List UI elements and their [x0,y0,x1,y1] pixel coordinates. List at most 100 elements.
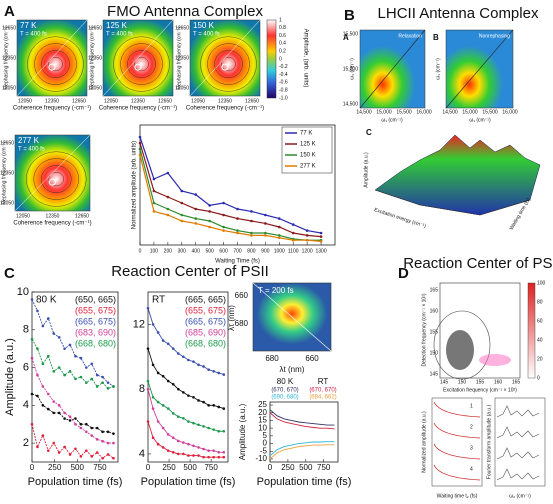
y-tick: 12350 [2,55,16,61]
x-tick-label: 250 [162,463,176,472]
point [161,339,165,342]
point [90,362,94,366]
point [264,222,267,225]
x-tick-label: 500 [183,463,197,472]
ft-trace [496,426,540,439]
trace [433,464,481,481]
point [180,201,184,205]
point [187,442,190,446]
point [264,213,267,217]
point [112,432,115,435]
x-tick: 15,000 [462,109,478,115]
point [166,433,170,436]
point [305,229,309,232]
y-label: Fourier transform amplitude (a.u.) [486,404,492,479]
y-tick-label: 10 [17,286,29,298]
point [63,445,66,449]
point [212,449,215,452]
x-tick: 16,000 [416,109,432,115]
x-tick: 12350 [45,98,59,104]
peak-marker [49,178,56,186]
point [68,343,72,347]
x-tick-label: 1100 [288,248,299,254]
point [192,454,195,457]
point [85,430,88,434]
point [166,449,170,452]
point [156,442,160,446]
point [192,360,195,363]
point [85,449,88,452]
y-tick: 12050 [0,200,14,206]
x-tick-label: 750 [317,463,331,472]
point [250,231,253,235]
point [222,213,225,217]
series-line [139,136,322,234]
y-tick: 155 [430,329,439,335]
diagonal [445,29,514,109]
point [187,358,190,362]
y-tick: 15,500 [343,31,359,37]
map-time: T = 200 fs [258,286,294,295]
x-label: Coherence frequency (-cm⁻¹) [99,106,177,112]
trace [433,422,481,439]
y-label: Normalized amplitude (a.u.) [421,411,427,473]
y-label: Rephasing frequency (cm⁻¹) [176,26,182,89]
point [194,193,198,196]
colorbar-tick: -0.8 [279,88,288,94]
y-tick: 14,500 [343,101,359,107]
point [236,229,239,232]
contour [41,50,70,78]
y-tick-label: -5 [260,446,268,455]
time: T = 400 fs [20,32,47,38]
point [57,411,61,415]
x-tick-label: 0 [30,463,35,472]
y-tick: 12350 [175,55,189,61]
legend-label: 277 K [300,164,316,170]
point [106,453,110,456]
y-label: Amplitude (a.u.) [4,338,16,416]
legend-label: (683, 690) [75,327,116,337]
point [74,447,77,451]
colorbar-tick: -1.0 [279,95,288,101]
x-label: ω₂ (cm⁻¹) [509,493,531,499]
y-tick: 12050 [2,85,16,91]
contour [134,57,149,72]
contour [41,165,72,193]
point [291,231,295,235]
y-tick-label: 10 [258,423,267,432]
point [152,210,156,213]
legend-label: (665, 665) [185,294,226,304]
series-line [31,338,114,389]
point [95,373,99,377]
point [182,391,185,394]
contour [214,50,243,78]
point [177,387,180,391]
point [74,377,77,381]
point [192,395,195,399]
y-tick-label: 5 [263,431,268,440]
legend-label: (668, 680) [75,338,116,348]
point [202,365,205,368]
point [68,419,72,422]
point [192,421,195,425]
legend-label: (668, 680) [185,338,226,348]
x-label: Population time (fs) [28,476,123,488]
x-tick-label: 1200 [302,248,313,254]
point [197,454,200,457]
x-tick-label: 400 [192,248,201,254]
series-line [269,444,335,460]
point [166,171,170,175]
sub-label: A [343,33,349,42]
trace-label: 3 [470,445,473,451]
point [208,204,211,207]
panel-label: B [344,7,355,24]
point [177,439,180,443]
y-label: Amplitude (a.u.) [238,403,247,460]
legend-label: 77 K [300,131,312,137]
point [250,219,253,223]
y-label: Rephasing frequency (cm⁻¹) [89,26,95,89]
annotation: RT [318,377,329,386]
point [212,370,215,373]
point [207,426,210,430]
